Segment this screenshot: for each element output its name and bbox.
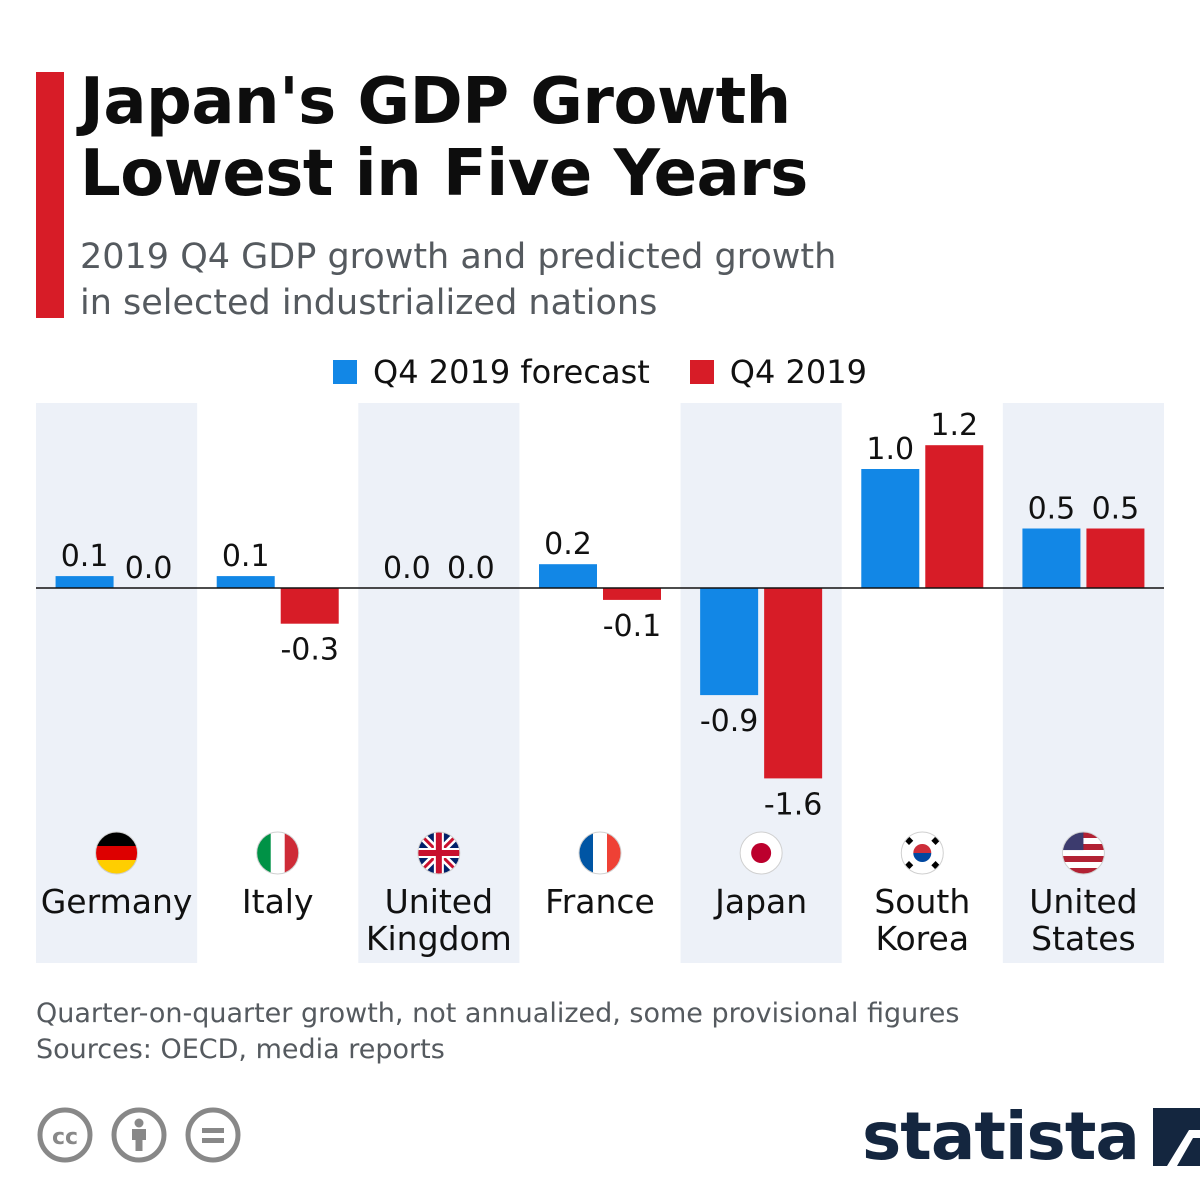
actual-bar	[280, 588, 339, 624]
forecast-bar	[539, 564, 597, 588]
actual-bar	[1086, 528, 1145, 588]
flag-outline	[578, 831, 622, 875]
category-label: United	[385, 882, 493, 921]
germany-flag-icon	[95, 832, 138, 874]
actual-bar	[764, 588, 823, 779]
uk-flag-icon	[417, 832, 460, 874]
footnote-line-1: Quarter-on-quarter growth, not annualize…	[36, 998, 960, 1029]
category-label: States	[1031, 919, 1136, 958]
japan-flag-icon	[740, 832, 783, 874]
forecast-value-label: 0.1	[222, 539, 270, 574]
forecast-bar	[216, 576, 275, 588]
category-label: Kingdom	[366, 919, 512, 958]
category-label: Italy	[242, 882, 314, 921]
chart-subtitle-line-2: in selected industrialized nations	[80, 283, 658, 323]
category-label: Japan	[713, 882, 807, 921]
flag-outline	[739, 831, 783, 875]
chart-title: Japan's GDP Growth Lowest in Five Years	[80, 66, 808, 210]
actual-value-label: 0.5	[1092, 492, 1140, 527]
category-label: France	[545, 882, 655, 921]
statista-brand[interactable]: statista	[862, 1098, 1200, 1175]
brand-wordmark: statista	[862, 1098, 1140, 1175]
category-label: United	[1029, 882, 1137, 921]
license-icons: cc	[36, 1106, 242, 1164]
flag-outline	[900, 831, 944, 875]
flag-outline	[256, 831, 300, 875]
usa-flag-icon	[1062, 832, 1105, 874]
footnote: Quarter-on-quarter growth, not annualize…	[36, 996, 959, 1068]
legend-swatch-forecast	[333, 360, 358, 384]
category-label: Germany	[41, 882, 193, 921]
france-flag-icon	[579, 832, 621, 874]
chart-subtitle: 2019 Q4 GDP growth and predicted growth …	[80, 234, 836, 326]
cc-icon[interactable]: cc	[36, 1106, 94, 1164]
chart-subtitle-line-1: 2019 Q4 GDP growth and predicted growth	[80, 237, 837, 277]
legend-label-forecast: Q4 2019 forecast	[373, 353, 650, 391]
forecast-bar	[861, 469, 920, 588]
forecast-value-label: -0.9	[700, 704, 759, 739]
flag-outline	[417, 831, 461, 875]
chart-legend: Q4 2019 forecast Q4 2019	[0, 350, 1200, 394]
svg-text:cc: cc	[52, 1125, 78, 1150]
title-accent-bar	[36, 72, 64, 318]
forecast-bar	[700, 588, 759, 696]
column-band	[36, 403, 198, 963]
forecast-value-label: 0.2	[544, 527, 592, 562]
attribution-icon[interactable]	[110, 1106, 168, 1164]
legend-swatch-actual	[689, 360, 714, 384]
actual-value-label: 0.0	[447, 551, 495, 586]
actual-bar	[925, 445, 984, 588]
forecast-value-label: 0.5	[1028, 492, 1076, 527]
actual-value-label: 0.0	[125, 551, 173, 586]
forecast-bar	[1022, 528, 1081, 588]
gdp-bar-chart: 0.1 0.1 0.0 0.2 -0.9 1.0 0.5 0.0 -0.3 0.0 -0.1 -1.6…	[36, 403, 1164, 963]
forecast-bar	[55, 576, 114, 588]
no-derivatives-icon[interactable]	[184, 1106, 242, 1164]
category-label: Korea	[876, 919, 970, 958]
footnote-sources: Sources: OECD, media reports	[36, 1034, 445, 1065]
flag-outline	[95, 831, 139, 875]
chart-title-line-1: Japan's GDP Growth	[80, 65, 791, 139]
actual-value-label: -1.6	[764, 787, 823, 822]
flag-outline	[1061, 831, 1105, 875]
legend-item-actual: Q4 2019	[689, 353, 867, 391]
category-label: South	[874, 882, 970, 921]
column-band	[1002, 403, 1164, 963]
chart-title-line-2: Lowest in Five Years	[80, 137, 808, 211]
statista-logo-icon	[1152, 1107, 1200, 1166]
column-band	[358, 403, 520, 963]
actual-value-label: -0.3	[280, 633, 339, 668]
actual-bar	[603, 588, 661, 600]
forecast-value-label: 1.0	[866, 432, 914, 467]
forecast-value-label: 0.1	[61, 539, 109, 574]
actual-value-label: 1.2	[930, 408, 978, 443]
italy-flag-icon	[256, 832, 299, 874]
forecast-value-label: 0.0	[383, 551, 431, 586]
legend-item-forecast: Q4 2019 forecast	[333, 353, 650, 391]
legend-label-actual: Q4 2019	[729, 353, 867, 391]
actual-value-label: -0.1	[603, 609, 662, 644]
